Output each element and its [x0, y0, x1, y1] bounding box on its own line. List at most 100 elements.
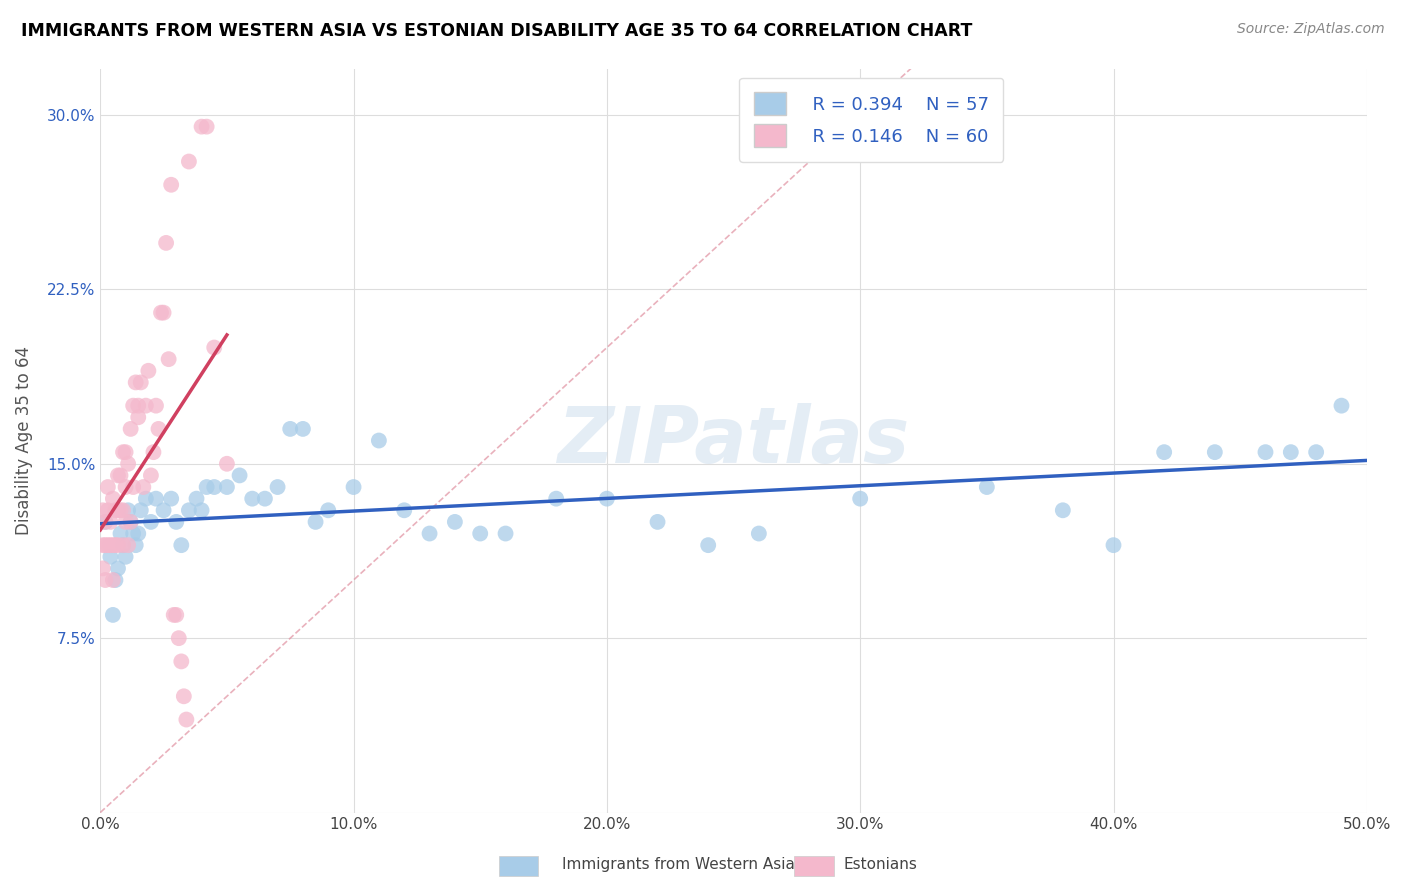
Point — [117, 503, 139, 517]
Point — [1279, 445, 1302, 459]
Text: Source: ZipAtlas.com: Source: ZipAtlas.com — [1237, 22, 1385, 37]
Point — [129, 376, 152, 390]
Point — [155, 235, 177, 250]
Point — [97, 538, 120, 552]
Point — [138, 364, 160, 378]
Y-axis label: Disability Age 35 to 64: Disability Age 35 to 64 — [15, 346, 32, 535]
Point — [91, 561, 114, 575]
Point — [135, 399, 157, 413]
Point — [145, 491, 167, 506]
Point — [1305, 445, 1327, 459]
Point — [173, 690, 195, 704]
Point — [190, 503, 212, 517]
Point — [120, 515, 142, 529]
Point — [110, 503, 132, 517]
Point — [165, 515, 187, 529]
Point — [1330, 399, 1353, 413]
Point — [91, 503, 114, 517]
Point — [94, 515, 117, 529]
Point — [202, 480, 225, 494]
Point — [367, 434, 389, 448]
Point — [91, 538, 114, 552]
Point — [135, 491, 157, 506]
Point — [160, 178, 183, 192]
Point — [145, 399, 167, 413]
Point — [546, 491, 568, 506]
Point — [139, 468, 162, 483]
Point — [112, 445, 135, 459]
Point — [1153, 445, 1175, 459]
Point — [186, 491, 208, 506]
Point — [114, 480, 136, 494]
Point — [176, 713, 198, 727]
Point — [1254, 445, 1277, 459]
Point — [1102, 538, 1125, 552]
Point — [122, 480, 145, 494]
Point — [107, 468, 129, 483]
Point — [132, 480, 155, 494]
Point — [122, 399, 145, 413]
Point — [177, 503, 200, 517]
Point — [495, 526, 517, 541]
Point — [107, 561, 129, 575]
Point — [100, 515, 122, 529]
Point — [110, 468, 132, 483]
Point — [266, 480, 288, 494]
Point — [419, 526, 441, 541]
Point — [125, 376, 148, 390]
Point — [107, 503, 129, 517]
Point — [114, 515, 136, 529]
Text: Estonians: Estonians — [844, 857, 918, 872]
Point — [125, 538, 148, 552]
Point — [195, 120, 218, 134]
Point — [148, 422, 170, 436]
Point — [1052, 503, 1074, 517]
Point — [177, 154, 200, 169]
Point — [117, 538, 139, 552]
Point — [291, 422, 314, 436]
Point — [470, 526, 492, 541]
Point — [240, 491, 263, 506]
Point — [104, 503, 127, 517]
Point — [97, 480, 120, 494]
Point — [94, 538, 117, 552]
Point — [228, 468, 250, 483]
Point — [647, 515, 669, 529]
Point — [120, 422, 142, 436]
Point — [152, 503, 174, 517]
Point — [596, 491, 619, 506]
Point — [142, 445, 165, 459]
Point — [139, 515, 162, 529]
Point — [94, 515, 117, 529]
Point — [122, 526, 145, 541]
Point — [167, 631, 190, 645]
Point — [976, 480, 998, 494]
Point — [110, 526, 132, 541]
Point — [117, 457, 139, 471]
Point — [127, 399, 149, 413]
Point — [127, 410, 149, 425]
Point — [104, 538, 127, 552]
Point — [150, 306, 173, 320]
Point — [392, 503, 415, 517]
Point — [1204, 445, 1226, 459]
Point — [104, 573, 127, 587]
Text: IMMIGRANTS FROM WESTERN ASIA VS ESTONIAN DISABILITY AGE 35 TO 64 CORRELATION CHA: IMMIGRANTS FROM WESTERN ASIA VS ESTONIAN… — [21, 22, 973, 40]
Point — [160, 491, 183, 506]
Point — [849, 491, 872, 506]
Point — [120, 515, 142, 529]
Point — [342, 480, 364, 494]
Point — [170, 654, 193, 668]
Point — [101, 538, 124, 552]
Point — [316, 503, 339, 517]
Point — [215, 457, 238, 471]
Point — [444, 515, 467, 529]
Point — [202, 341, 225, 355]
Point — [101, 607, 124, 622]
Point — [114, 549, 136, 564]
Point — [129, 503, 152, 517]
Point — [107, 538, 129, 552]
Text: Immigrants from Western Asia: Immigrants from Western Asia — [562, 857, 796, 872]
Point — [157, 352, 180, 367]
Point — [748, 526, 770, 541]
